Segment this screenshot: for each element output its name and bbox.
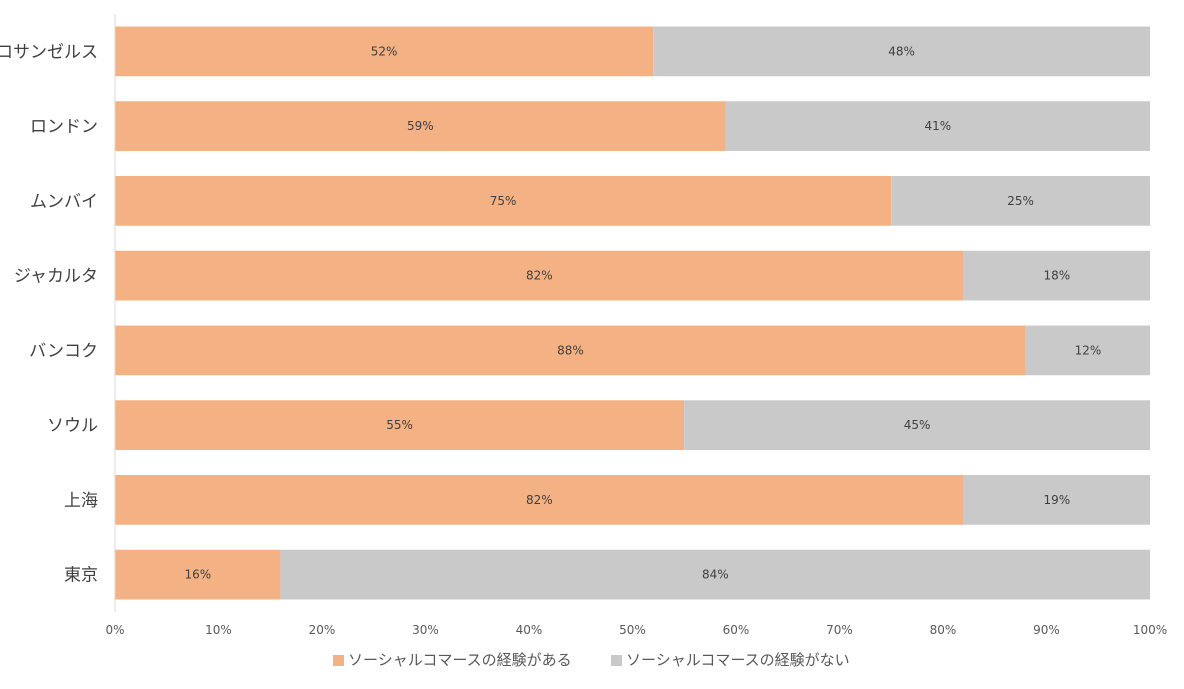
bar-value-label: 55% [386, 418, 413, 432]
bar-segment-series-1 [115, 101, 726, 151]
bar-labels-layer: 52% 48% 59% 41% 75% 25% 82% 18% 88% 12% 55% 45% 82% 1… [184, 44, 1101, 581]
bar-segment-series-1 [115, 549, 281, 600]
bar-value-label: 25% [1007, 194, 1034, 208]
bar-segment-series-2 [684, 400, 1150, 450]
bar-segment-series-1 [115, 26, 654, 77]
bar-value-label: 52% [371, 44, 398, 58]
bars-layer [115, 26, 1151, 600]
x-tick-label: 60% [723, 623, 750, 637]
bar-value-label: 88% [557, 343, 584, 357]
x-tick-label: 0% [105, 623, 124, 637]
legend-label-series-1: ソーシャルコマースの経験がある [348, 651, 572, 669]
legend: ソーシャルコマースの経験がある ソーシャルコマースの経験がない [333, 651, 850, 669]
bar-value-label: 19% [1044, 493, 1071, 507]
x-tick-label: 30% [412, 623, 439, 637]
category-label: 上海 [64, 491, 98, 511]
x-tick-label: 90% [1033, 623, 1060, 637]
bar-value-label: 75% [490, 194, 517, 208]
bar-segment-series-1 [115, 475, 964, 525]
bar-value-label: 12% [1075, 343, 1102, 357]
bar-value-label: 16% [184, 568, 211, 582]
category-label: 東京 [64, 566, 98, 586]
bar-segment-series-2 [963, 250, 1150, 301]
category-label: ロンドン [30, 117, 98, 137]
legend-swatch-series-2 [611, 655, 622, 666]
x-tick-label: 40% [516, 623, 543, 637]
x-tick-label: 10% [205, 623, 232, 637]
bar-segment-series-2 [891, 176, 1150, 226]
legend-swatch-series-1 [333, 655, 344, 666]
bar-value-label: 41% [924, 119, 951, 133]
bar-value-label: 82% [526, 269, 553, 283]
category-label: ロサンゼルス [0, 42, 98, 62]
legend-item-series-2: ソーシャルコマースの経験がない [611, 651, 850, 669]
x-tick-label: 80% [930, 623, 957, 637]
bar-segment-series-1 [115, 325, 1026, 376]
bar-segment-series-1 [115, 176, 892, 226]
x-tick-label: 50% [619, 623, 646, 637]
bar-value-label: 84% [702, 568, 729, 582]
bar-segment-series-2 [725, 101, 1150, 151]
legend-item-series-1: ソーシャルコマースの経験がある [333, 651, 572, 669]
bar-segment-series-2 [963, 475, 1150, 525]
category-label: ジャカルタ [14, 267, 98, 287]
x-tick-label: 70% [826, 623, 853, 637]
bar-segment-series-2 [653, 26, 1150, 77]
x-tick-label: 100% [1133, 623, 1167, 637]
bar-value-label: 59% [407, 119, 434, 133]
bar-segment-series-2 [280, 549, 1151, 600]
x-axis-ticks: 0% 10% 20% 30% 40% 50% 60% 70% 80% 90% 100% [105, 623, 1167, 637]
bar-value-label: 18% [1044, 269, 1071, 283]
bar-value-label: 82% [526, 493, 553, 507]
bar-segment-series-1 [115, 250, 964, 301]
bar-value-label: 45% [904, 418, 931, 432]
bar-value-label: 48% [888, 44, 915, 58]
category-label: ムンバイ [30, 192, 98, 212]
x-tick-label: 20% [309, 623, 336, 637]
bar-segment-series-1 [115, 400, 685, 450]
category-label: バンコク [29, 341, 98, 361]
category-label: ソウル [47, 416, 98, 436]
bar-segment-series-2 [1025, 325, 1150, 376]
legend-label-series-2: ソーシャルコマースの経験がない [626, 651, 850, 669]
